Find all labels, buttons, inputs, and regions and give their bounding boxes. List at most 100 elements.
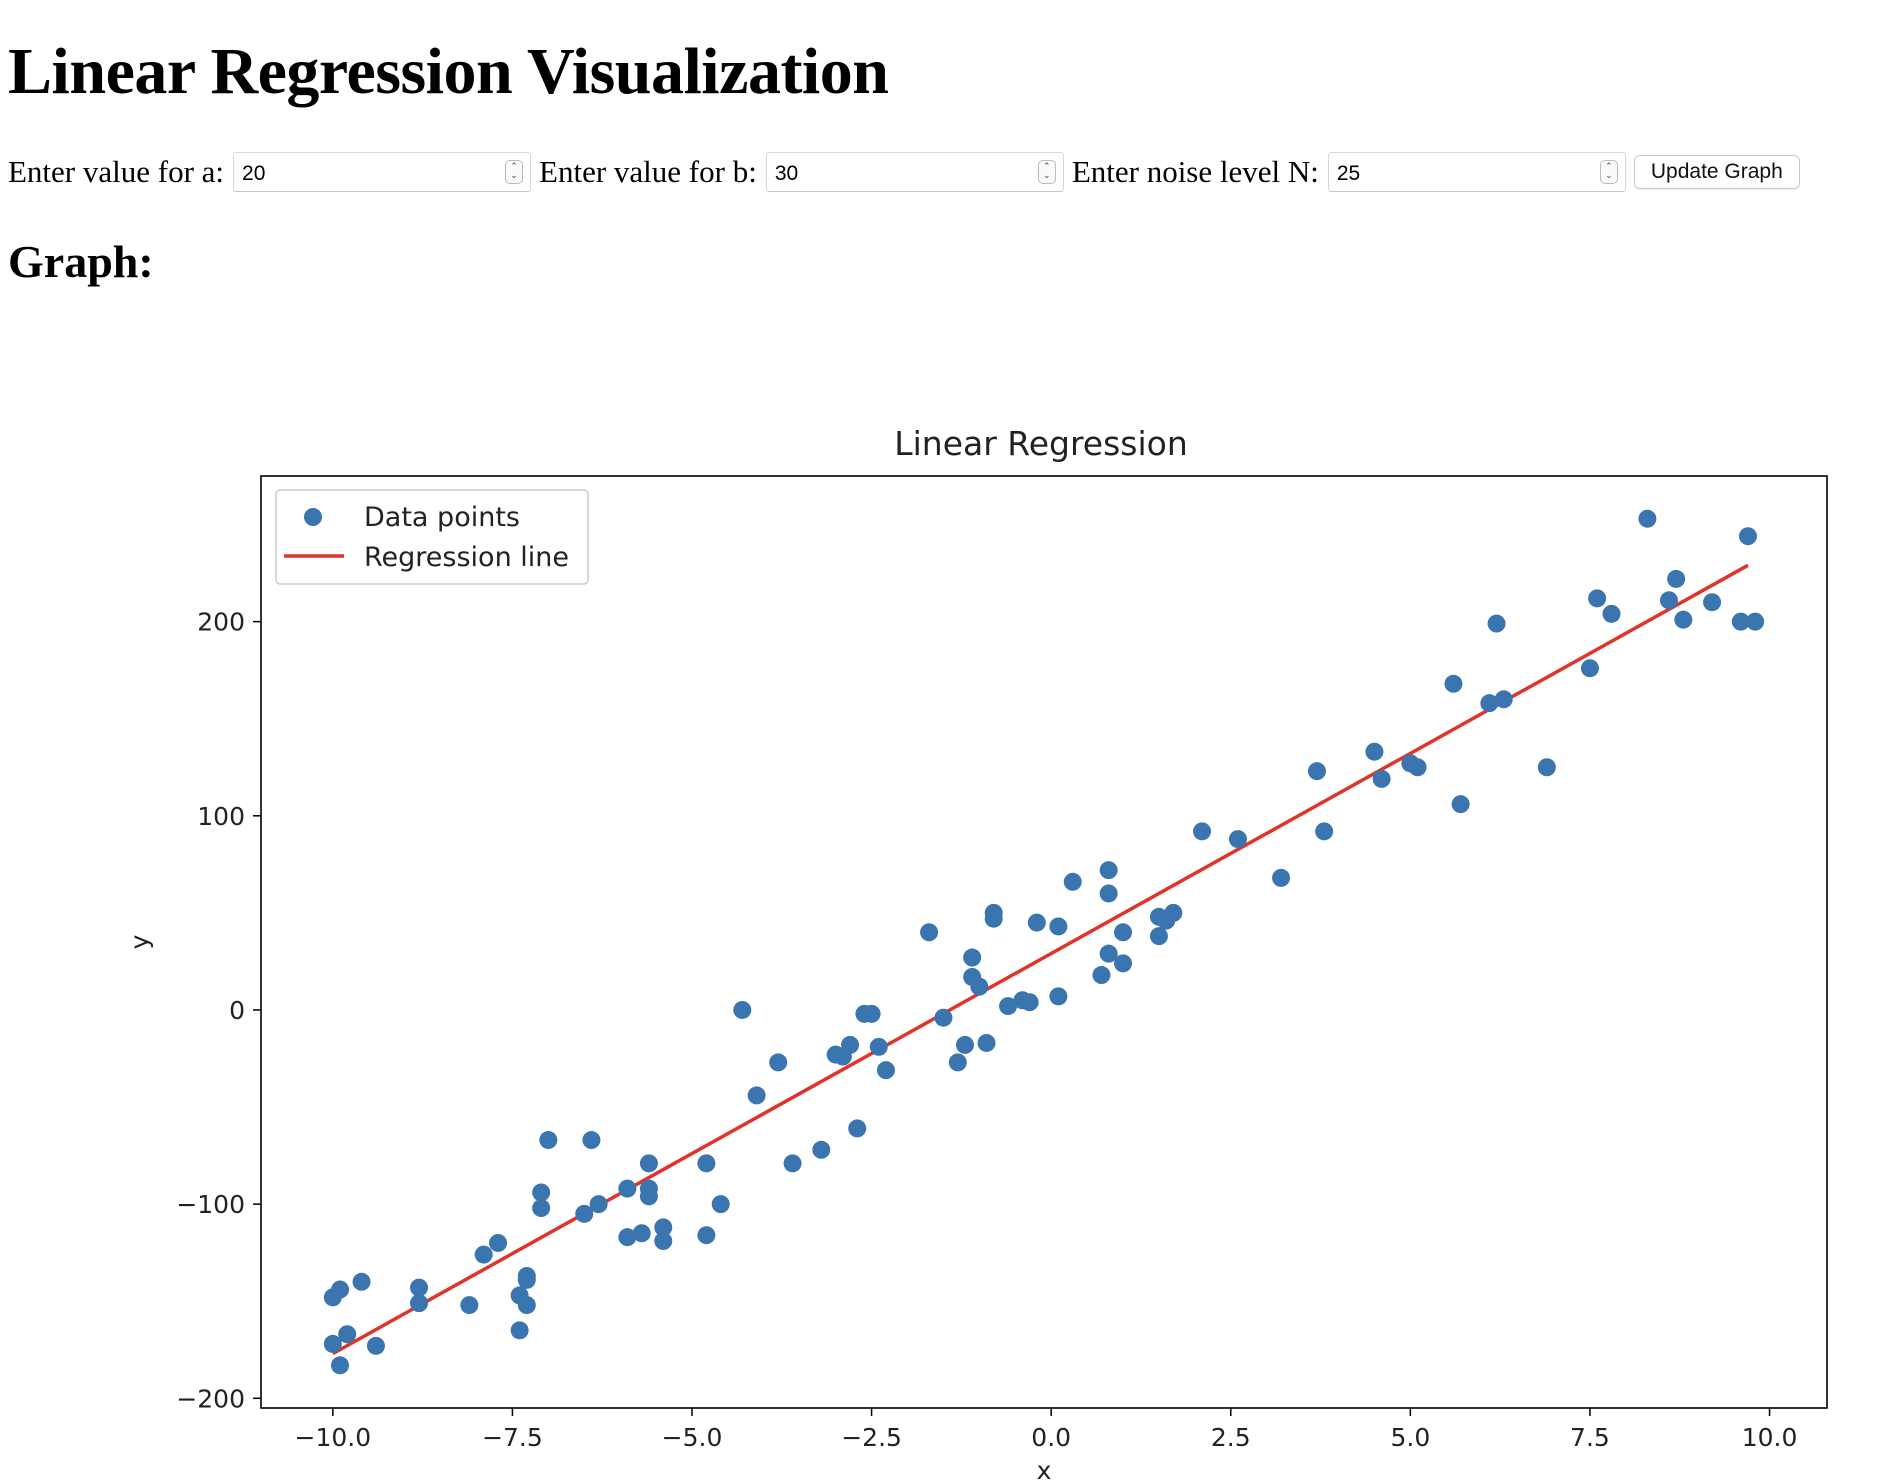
data-point <box>618 1228 637 1247</box>
data-point <box>1451 795 1470 814</box>
data-point <box>589 1195 608 1214</box>
x-axis: −10.0 −7.5 −5.0 −2.5 0.0 2.5 5.0 7.5 10.0 <box>295 1408 1797 1452</box>
data-point <box>460 1296 479 1315</box>
data-point <box>1228 830 1247 849</box>
data-point <box>1487 614 1506 633</box>
data-point <box>1315 822 1334 841</box>
data-point <box>1049 917 1068 936</box>
b-spinner-icon[interactable]: ⌃ ⌄ <box>1037 160 1056 184</box>
data-point <box>1272 868 1291 887</box>
data-point <box>1494 690 1513 709</box>
data-point <box>1580 659 1599 678</box>
y-axis-label: y <box>125 934 154 949</box>
x-tick-label: 5.0 <box>1390 1423 1430 1452</box>
data-point <box>1063 872 1082 891</box>
a-spinner-icon[interactable]: ⌃ ⌄ <box>505 160 524 184</box>
legend: Data points Regression line <box>275 489 589 585</box>
data-point <box>539 1131 558 1150</box>
data-point <box>1588 589 1607 608</box>
data-point <box>1164 903 1183 922</box>
data-point <box>1667 569 1686 588</box>
data-point <box>517 1296 536 1315</box>
data-point <box>697 1154 716 1173</box>
data-point <box>1365 742 1384 761</box>
page-title: Linear Regression Visualization <box>8 35 889 108</box>
data-point <box>654 1232 673 1251</box>
data-point <box>1020 993 1039 1012</box>
a-input[interactable] <box>233 152 532 192</box>
data-point <box>977 1033 996 1052</box>
data-point <box>970 977 989 996</box>
data-point <box>618 1179 637 1198</box>
data-point <box>1738 527 1757 546</box>
data-point <box>876 1061 895 1080</box>
data-point <box>510 1321 529 1340</box>
data-point <box>654 1218 673 1237</box>
data-point <box>848 1119 867 1138</box>
regression-chart: Linear Regression −10.0 −7.5 −5.0 −2.5 0.0 2.… <box>125 424 1828 1484</box>
data-point <box>963 948 982 967</box>
data-point <box>769 1053 788 1072</box>
data-point <box>474 1245 493 1264</box>
noise-input[interactable] <box>1327 152 1626 192</box>
data-point <box>1408 758 1427 777</box>
b-input-wrapper: ⌃⌄ <box>765 152 1064 192</box>
data-point <box>1307 762 1326 781</box>
data-point <box>1092 966 1111 985</box>
data-point <box>1602 604 1621 623</box>
legend-frame <box>275 489 589 585</box>
x-tick-label: 0.0 <box>1031 1423 1071 1452</box>
a-input-wrapper: ⌃⌄ <box>233 152 532 192</box>
y-tick-label: −200 <box>176 1384 245 1413</box>
data-point <box>366 1336 385 1355</box>
noise-input-wrapper: ⌃⌄ <box>1327 152 1626 192</box>
plot-area: −10.0 −7.5 −5.0 −2.5 0.0 2.5 5.0 7.5 10.0 −200 −1… <box>176 475 1828 1452</box>
update-graph-button[interactable]: Update Graph <box>1633 155 1800 189</box>
data-points <box>323 509 1765 1375</box>
y-axis: −200 −100 0 100 200 <box>176 608 261 1413</box>
regression-line <box>331 563 1749 1356</box>
data-point <box>862 1004 881 1023</box>
data-point <box>812 1140 831 1159</box>
data-point <box>1638 509 1657 528</box>
x-tick-label: 7.5 <box>1570 1423 1610 1452</box>
data-point <box>920 923 939 942</box>
graph-heading: Graph: <box>8 236 154 287</box>
x-axis-label: x <box>1037 1456 1052 1484</box>
data-point <box>1537 758 1556 777</box>
data-point <box>532 1183 551 1202</box>
data-point <box>1703 593 1722 612</box>
data-point <box>841 1035 860 1054</box>
x-tick-label: −10.0 <box>295 1423 372 1452</box>
legend-point-marker-icon <box>304 508 322 526</box>
y-tick-label: −100 <box>176 1190 245 1219</box>
data-point <box>1444 674 1463 693</box>
b-input[interactable] <box>765 152 1064 192</box>
data-point <box>331 1280 350 1299</box>
data-point <box>1746 612 1765 631</box>
data-point <box>1099 861 1118 880</box>
data-point <box>984 909 1003 928</box>
data-point <box>1099 944 1118 963</box>
data-point <box>1114 923 1133 942</box>
data-point <box>582 1131 601 1150</box>
data-point <box>955 1035 974 1054</box>
data-point <box>869 1037 888 1056</box>
noise-spinner-icon[interactable]: ⌃ ⌄ <box>1599 160 1618 184</box>
data-point <box>410 1278 429 1297</box>
data-point <box>711 1195 730 1214</box>
parameter-controls: Enter value for a: ⌃⌄ Enter value for b:… <box>8 150 1800 194</box>
data-point <box>410 1294 429 1313</box>
data-point <box>1659 591 1678 610</box>
data-point <box>1674 610 1693 629</box>
legend-label-data-points: Data points <box>364 502 520 533</box>
data-point <box>323 1334 342 1353</box>
data-point <box>934 1008 953 1027</box>
plot-frame <box>260 475 1828 1409</box>
y-tick-label: 0 <box>229 996 245 1025</box>
chart-title: Linear Regression <box>894 424 1188 463</box>
y-tick-label: 100 <box>197 802 245 831</box>
data-point <box>532 1199 551 1218</box>
data-point <box>632 1224 651 1243</box>
data-point <box>1114 954 1133 973</box>
